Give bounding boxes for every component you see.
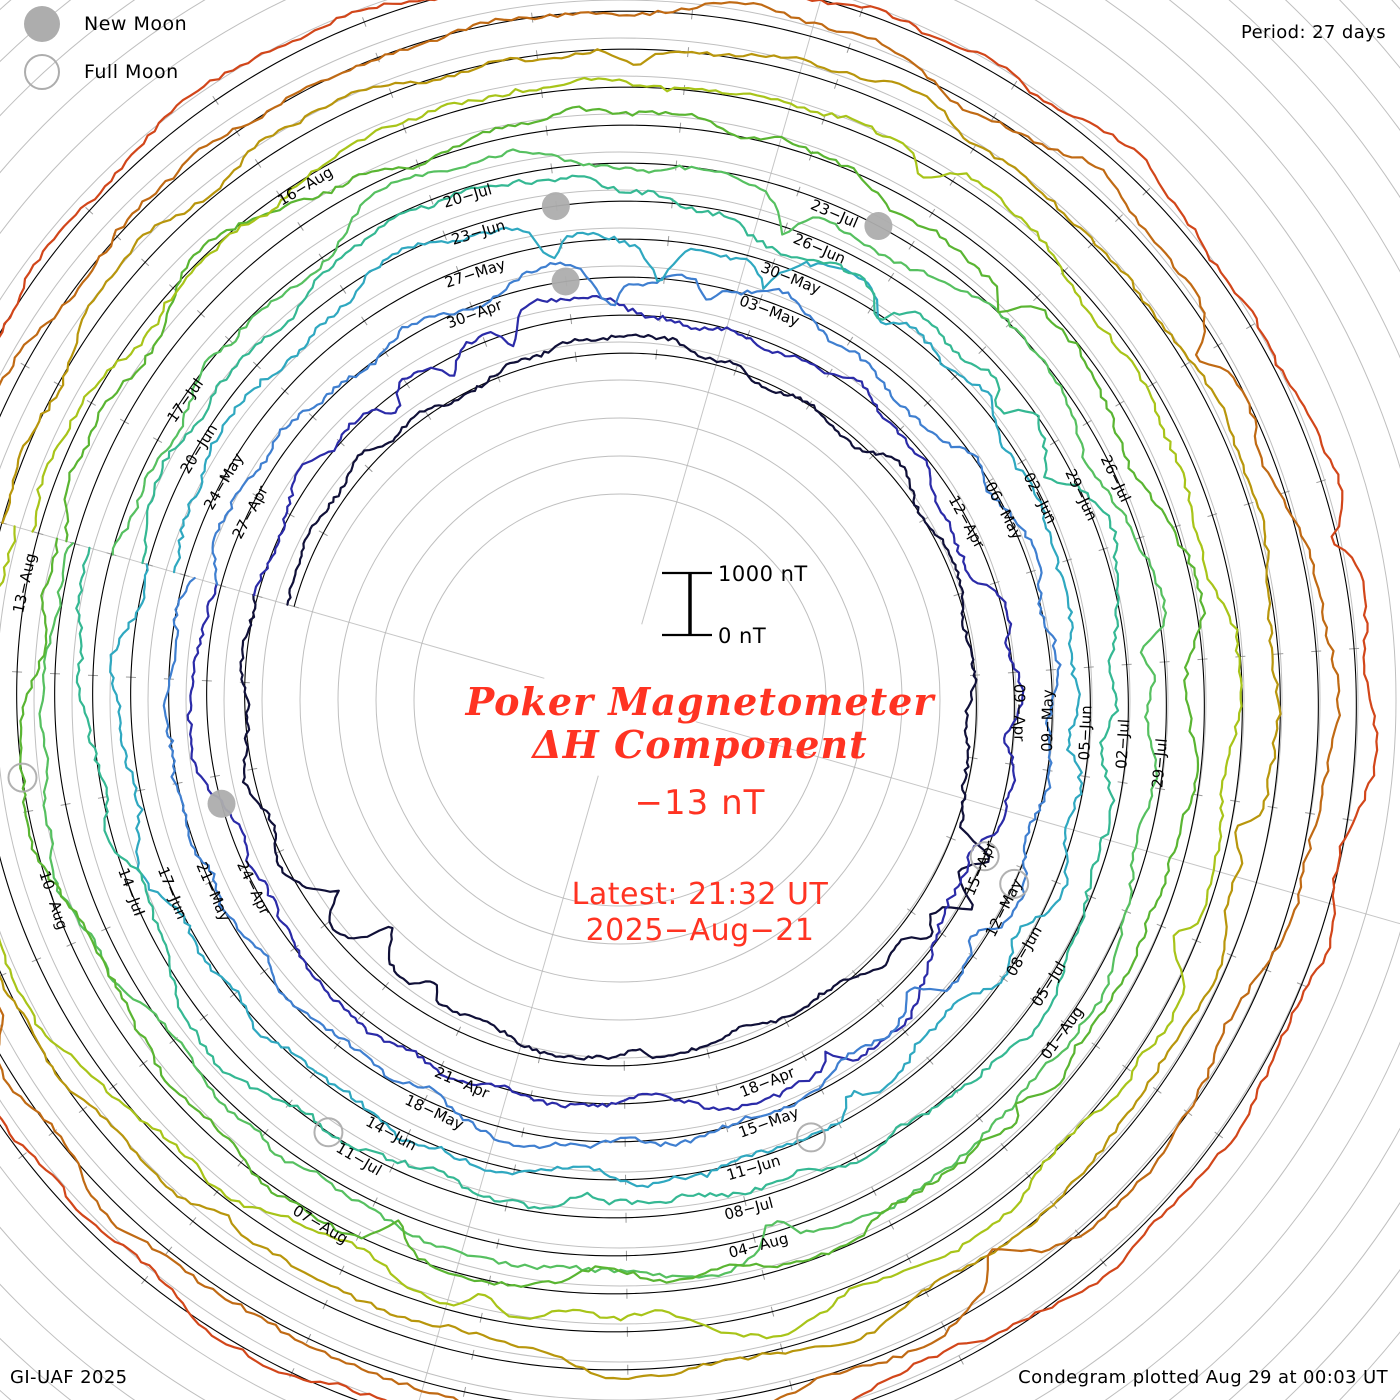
full-moon-icon <box>313 1117 344 1148</box>
date-label: 09−Apr <box>1010 684 1028 743</box>
new-moon-icon <box>541 192 570 221</box>
scale-top-label: 1000 nT <box>718 562 808 586</box>
date-label: 18−Apr <box>737 1063 798 1101</box>
date-label: 13−Aug <box>9 551 40 614</box>
legend-item-full-moon: Full Moon <box>0 48 400 96</box>
scale-bar <box>662 571 712 637</box>
date-label: 08−Jun <box>1002 923 1045 980</box>
period-label: Period: 27 days <box>1240 22 1386 43</box>
date-label: 20−Jun <box>177 421 222 477</box>
footer-plot-time: Condegram plotted Aug 29 at 00:03 UT <box>1018 1367 1388 1388</box>
date-label: 23−Jul <box>808 196 861 232</box>
date-label: 18−May <box>402 1091 467 1134</box>
date-label: 16−Aug <box>275 163 337 210</box>
date-label: 21−May <box>193 859 235 924</box>
new-moon-icon <box>864 212 893 241</box>
date-label: 27−Apr <box>228 482 272 542</box>
date-label: 06−May <box>981 479 1026 543</box>
date-label: 02−Jul <box>1112 719 1133 770</box>
spiral-baselines <box>0 0 1357 1400</box>
scale-bottom-label: 0 nT <box>718 624 767 648</box>
legend-label-new-moon: New Moon <box>84 13 188 35</box>
date-label: 11−Jun <box>725 1151 783 1184</box>
date-label: 12−Apr <box>945 492 989 552</box>
date-label: 27−May <box>443 255 508 292</box>
new-moon-icon <box>551 267 580 296</box>
date-label: 05−Jun <box>1075 705 1095 761</box>
date-label: 30−Apr <box>444 295 505 332</box>
new-moon-icon <box>24 6 60 42</box>
full-moon-icon <box>7 762 38 793</box>
full-moon-icon <box>999 868 1030 899</box>
moon-markers <box>7 192 1030 1153</box>
full-moon-icon <box>969 841 1000 872</box>
legend-item-new-moon: New Moon <box>0 0 400 48</box>
date-label: 11−Jul <box>333 1139 385 1180</box>
date-label: 01−Aug <box>1037 1003 1087 1063</box>
full-moon-icon <box>24 54 60 90</box>
new-moon-icon <box>207 789 236 818</box>
date-label: 04−Aug <box>727 1229 791 1262</box>
date-label: 17−Jul <box>163 375 207 426</box>
date-label: 09−May <box>1038 689 1057 752</box>
date-label: 20−Jul <box>441 180 494 211</box>
legend-label-full-moon: Full Moon <box>84 61 179 83</box>
date-label: 15−May <box>736 1103 801 1141</box>
date-label: 14−Jun <box>363 1112 420 1154</box>
date-label: 14−Jul <box>114 865 148 918</box>
footer-credit: GI-UAF 2025 <box>10 1367 128 1388</box>
date-label: 02−Jun <box>1020 469 1061 526</box>
full-moon-icon <box>796 1122 827 1153</box>
date-label: 29−Jul <box>1148 738 1170 789</box>
date-label: 05−Jul <box>1028 958 1070 1010</box>
moon-legend: New Moon Full Moon <box>0 0 400 96</box>
